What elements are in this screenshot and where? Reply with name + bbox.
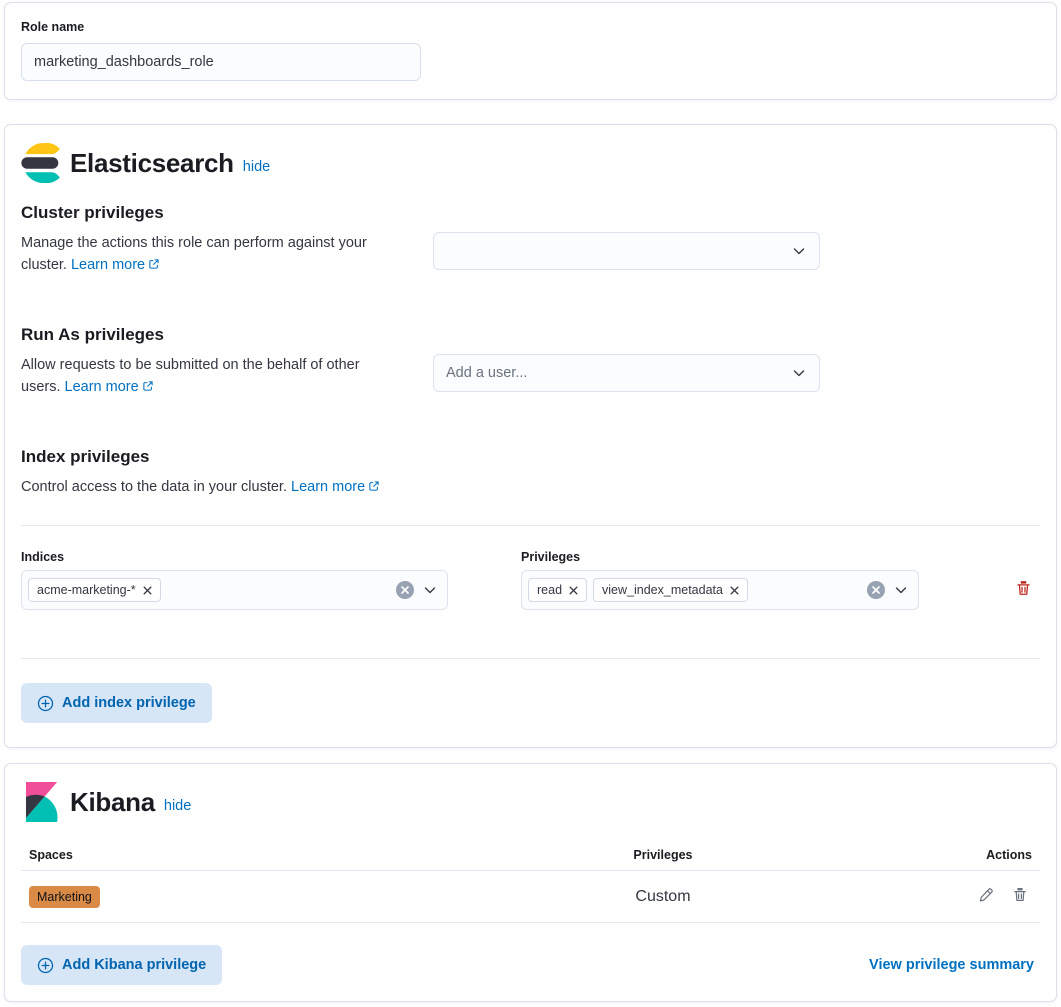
- spaces-column-header: Spaces: [29, 848, 73, 862]
- kibana-header: Kibana hide: [21, 782, 1040, 822]
- privilege-pill: read: [528, 578, 588, 602]
- run-as-privileges-heading: Run As privileges: [21, 325, 164, 344]
- cluster-learn-more-link[interactable]: Learn more: [70, 257, 146, 273]
- remove-tag-icon[interactable]: [569, 586, 578, 595]
- index-privileges-heading: Index privileges: [21, 447, 150, 466]
- run-as-privileges-description: Allow requests to be submitted on the be…: [21, 354, 391, 399]
- privileges-label: Privileges: [521, 550, 581, 564]
- role-name-input[interactable]: [21, 43, 421, 81]
- add-index-privilege-label: Add index privilege: [62, 695, 196, 711]
- kibana-footer: Add Kibana privilege View privilege summ…: [21, 945, 1040, 985]
- clear-indices-icon[interactable]: [396, 581, 414, 599]
- external-link-icon: [142, 377, 154, 399]
- add-kibana-privilege-button[interactable]: Add Kibana privilege: [21, 945, 223, 985]
- index-privileges-group: Index privileges Control access to the d…: [21, 445, 1040, 499]
- delete-privilege-button[interactable]: [1008, 883, 1032, 910]
- privilege-pill: view_index_metadata: [593, 578, 748, 602]
- run-as-privileges-group: Run As privileges Allow requests to be s…: [21, 323, 1040, 399]
- cluster-privileges-select[interactable]: [433, 232, 820, 270]
- plus-in-circle-icon: [37, 957, 54, 974]
- run-as-description-text: Allow requests to be submitted on the be…: [21, 357, 360, 395]
- remove-tag-icon[interactable]: [143, 586, 152, 595]
- pencil-icon: [978, 887, 994, 906]
- run-as-learn-more-link[interactable]: Learn more: [64, 379, 139, 395]
- privileges-column-header: Privileges: [633, 848, 693, 862]
- trash-icon: [1015, 580, 1032, 600]
- edit-privilege-button[interactable]: [974, 883, 998, 910]
- chevron-down-icon: [791, 365, 807, 381]
- kibana-hide-link[interactable]: hide: [163, 798, 192, 814]
- external-link-icon: [148, 255, 160, 277]
- elasticsearch-header: Elasticsearch hide: [21, 142, 1040, 184]
- index-learn-more-link[interactable]: Learn more: [291, 479, 366, 495]
- index-pattern-pill: acme-marketing-*: [28, 578, 161, 602]
- privilege-value: Custom: [635, 887, 691, 905]
- external-link-icon: [368, 477, 380, 499]
- clear-privileges-icon[interactable]: [867, 581, 885, 599]
- table-header-row: Spaces Privileges Actions: [21, 848, 1040, 871]
- add-kibana-privilege-label: Add Kibana privilege: [62, 957, 207, 973]
- chevron-down-icon[interactable]: [893, 582, 909, 598]
- kibana-panel: Kibana hide Spaces Privileges Actions Ma…: [4, 763, 1057, 1002]
- view-privilege-summary-link[interactable]: View privilege summary: [869, 957, 1034, 973]
- index-description-text: Control access to the data in your clust…: [21, 479, 287, 495]
- index-pattern-pill-label: acme-marketing-*: [37, 583, 136, 597]
- privilege-pill-label: read: [537, 583, 563, 597]
- add-index-privilege-button[interactable]: Add index privilege: [21, 683, 212, 723]
- elasticsearch-panel: Elasticsearch hide Cluster privileges Ma…: [4, 124, 1057, 748]
- role-name-panel: Role name: [4, 2, 1057, 100]
- kibana-title: Kibana: [70, 786, 155, 817]
- kibana-privileges-table: Spaces Privileges Actions Marketing Cust…: [21, 848, 1040, 923]
- cluster-privileges-description-text: Manage the actions this role can perform…: [21, 235, 367, 273]
- plus-in-circle-icon: [37, 695, 54, 712]
- role-name-label: Role name: [21, 20, 85, 34]
- run-as-user-select[interactable]: Add a user...: [433, 354, 820, 392]
- delete-index-privilege-button[interactable]: [1011, 576, 1036, 604]
- remove-tag-icon[interactable]: [730, 586, 739, 595]
- index-privileges-top-divider: [21, 525, 1040, 526]
- table-row: Marketing Custom: [21, 871, 1040, 923]
- cluster-privileges-heading: Cluster privileges: [21, 203, 164, 222]
- index-privileges-bottom-divider: [21, 658, 1040, 659]
- privilege-pill-label: view_index_metadata: [602, 583, 723, 597]
- indices-combobox[interactable]: acme-marketing-*: [21, 570, 448, 610]
- cluster-privileges-description: Manage the actions this role can perform…: [21, 232, 391, 277]
- index-privileges-description: Control access to the data in your clust…: [21, 476, 380, 499]
- elasticsearch-logo-icon: [21, 142, 61, 184]
- indices-label: Indices: [21, 550, 65, 564]
- chevron-down-icon[interactable]: [422, 582, 438, 598]
- chevron-down-icon: [791, 243, 807, 259]
- privileges-combobox[interactable]: read view_index_metadata: [521, 570, 919, 610]
- elasticsearch-hide-link[interactable]: hide: [242, 159, 271, 175]
- actions-column-header: Actions: [986, 848, 1032, 862]
- kibana-logo-icon: [21, 782, 61, 822]
- space-badge: Marketing: [29, 885, 100, 908]
- trash-icon: [1012, 887, 1028, 906]
- cluster-privileges-group: Cluster privileges Manage the actions th…: [21, 201, 1040, 277]
- index-privilege-row: Indices acme-marketing-* Privileges read: [21, 550, 1040, 610]
- run-as-placeholder: Add a user...: [446, 365, 528, 381]
- elasticsearch-title: Elasticsearch: [70, 147, 234, 178]
